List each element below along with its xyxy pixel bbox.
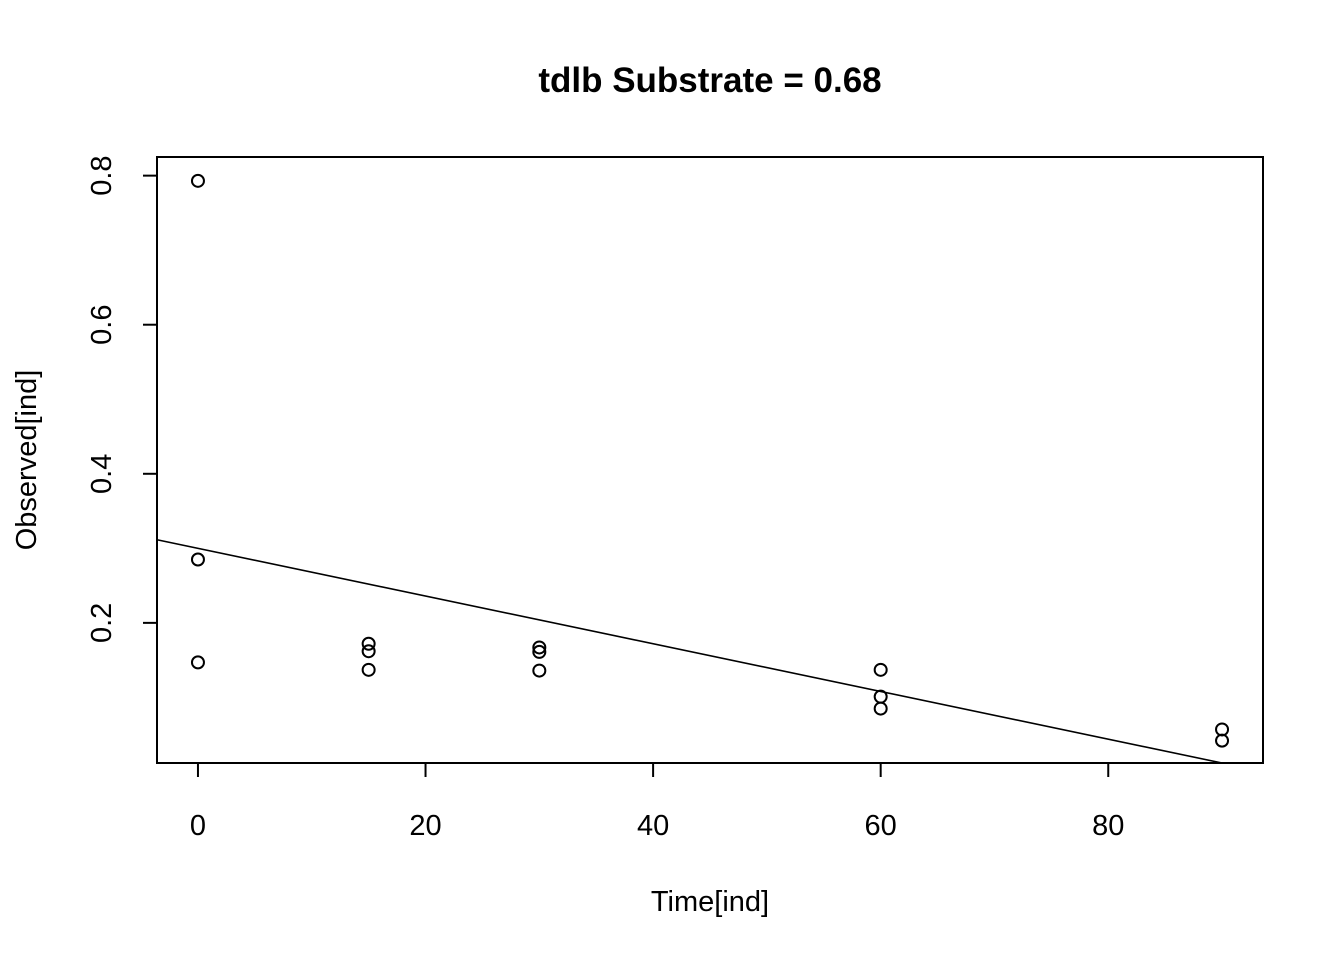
x-tick-label: 0 <box>190 810 206 842</box>
regression-line <box>156 538 1223 764</box>
x-axis-label: Time[ind] <box>651 886 769 918</box>
plot-frame <box>156 156 1264 764</box>
data-point <box>190 552 205 567</box>
regression-line-group <box>156 538 1223 764</box>
data-point <box>873 689 888 704</box>
data-point <box>873 662 888 677</box>
x-tick-label: 40 <box>637 810 669 842</box>
data-point <box>361 662 376 677</box>
data-point <box>532 644 547 659</box>
data-points <box>190 173 1230 748</box>
x-tick-label: 20 <box>409 810 441 842</box>
y-tick-label: 0.2 <box>86 603 118 643</box>
y-tick-label: 0.8 <box>86 155 118 195</box>
data-point <box>873 701 888 716</box>
chart-title: tdlb Substrate = 0.68 <box>538 61 881 100</box>
y-tick-label: 0.6 <box>86 305 118 345</box>
y-tick-label: 0.4 <box>86 454 118 494</box>
data-point <box>190 655 205 670</box>
y-axis: 0.2 0.4 0.6 0.8 <box>86 155 158 643</box>
data-point <box>532 640 547 655</box>
data-point <box>361 644 376 659</box>
data-point <box>361 636 376 651</box>
data-point <box>190 173 205 188</box>
y-axis-label: Observed[ind] <box>11 370 43 551</box>
x-axis: 0 20 40 60 80 <box>190 762 1124 842</box>
x-tick-label: 60 <box>865 810 897 842</box>
data-point <box>532 663 547 678</box>
x-tick-label: 80 <box>1092 810 1124 842</box>
data-point <box>1215 733 1230 748</box>
